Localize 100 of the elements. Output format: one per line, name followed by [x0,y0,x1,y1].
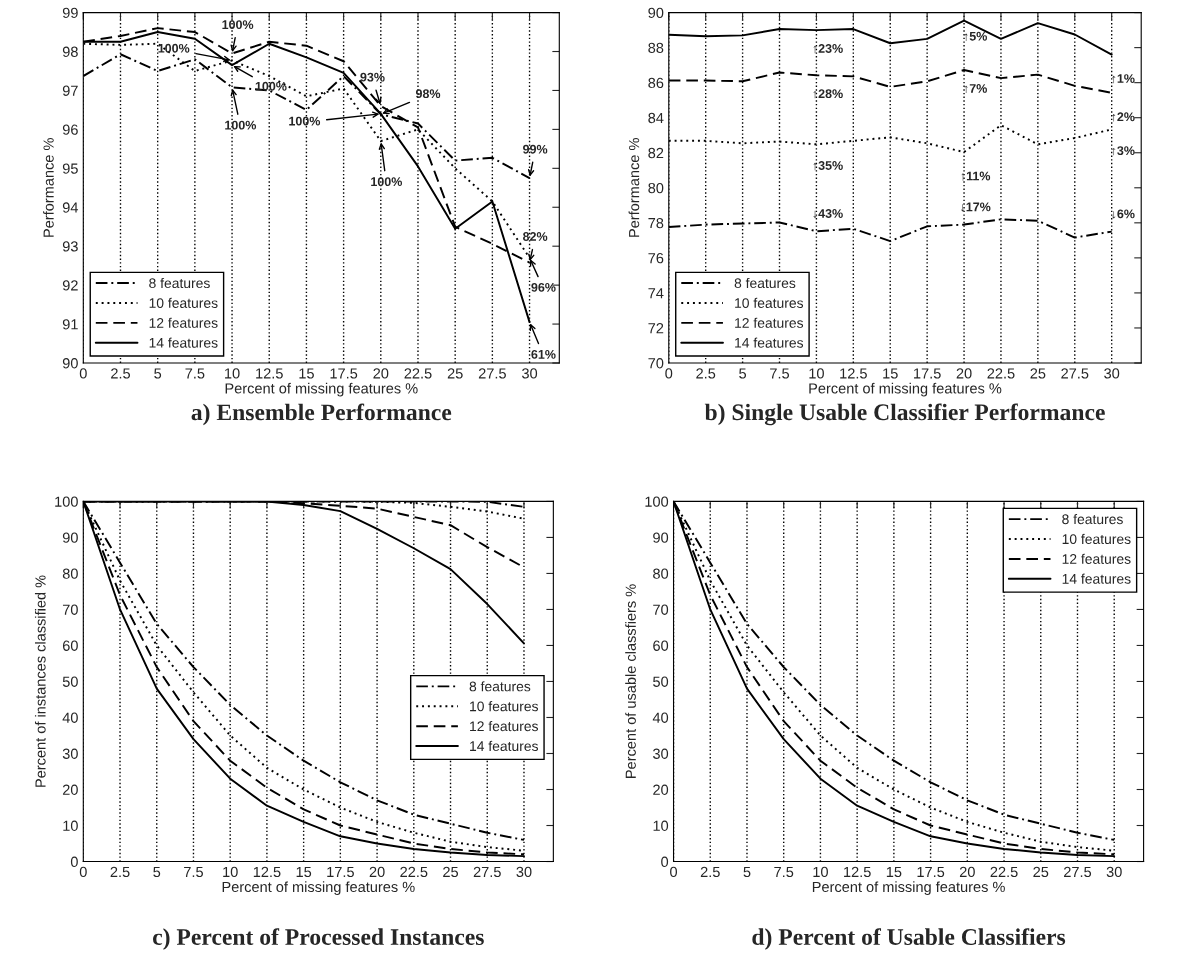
x-tick-label: 15 [886,866,902,878]
annotation: 100% [371,177,403,187]
y-tick-label: 60 [62,640,78,651]
x-tick-label: 27.5 [1061,368,1089,379]
annotation: ↓17% [961,202,991,212]
x-tick-label: 20 [956,368,972,379]
legend-label: 10 features [149,297,218,308]
y-tick-label: 80 [648,182,664,194]
x-tick-label: 15 [883,368,898,379]
legend-label: 14 features [1062,573,1131,584]
x-tick-label: 5 [743,866,751,878]
annotation: ↑23% [813,44,843,54]
legend-label: 8 features [1062,513,1123,525]
y-tick-label: 76 [648,252,664,264]
x-tick-label: 2.5 [110,866,130,878]
legend-label: 8 features [734,277,796,289]
y-tick-label: 78 [648,217,664,229]
x-tick-label: 27.5 [473,866,501,878]
annotation: ↑5% [964,31,987,41]
annotation: ↓6% [1112,209,1135,219]
y-tick-label: 72 [648,323,664,334]
text: a) Ensemble Performance [191,403,452,426]
y-tick-label: 84 [648,112,664,124]
y-tick-label: 30 [653,748,669,759]
y-tick-label: 99 [62,7,78,19]
annotation: ↑2% [1112,112,1135,122]
x-axis-title: Percent of missing features % [809,382,1002,397]
legend-label: 8 features [469,681,531,692]
legend-label: 12 features [1062,553,1131,564]
x-tick-label: 7.5 [770,368,790,379]
annotation: ↑7% [964,84,987,94]
x-tick-label: 30 [1106,866,1122,878]
x-tick-label: 25 [1033,866,1049,878]
x-tick-label: 17.5 [914,368,941,379]
x-tick-label: 10 [225,368,240,379]
y-tick-label: 0 [70,856,78,867]
annotation: 82% [522,232,548,241]
y-tick-label: 82 [648,147,664,159]
x-tick-label: 7.5 [185,368,205,379]
y-tick-label: 20 [653,784,669,795]
text: c) Percent of Processed Instances [153,928,484,950]
y-tick-label: 88 [648,42,664,54]
legend-label: 14 features [470,740,538,752]
y-tick-label: 86 [648,77,664,89]
annotation: ↑11% [961,171,991,181]
x-tick-label: 0 [670,866,678,878]
y-tick-label: 100 [645,496,669,507]
x-tick-label: 27.5 [1064,866,1092,878]
x-tick-label: 27.5 [478,368,506,379]
x-axis-title: Percent of missing features % [225,382,418,397]
x-tick-label: 20 [959,866,975,878]
x-tick-label: 5 [154,368,162,379]
annotation: 96% [531,282,556,292]
annotation: ↓43% [813,209,843,219]
legend-label: 10 features [470,701,538,712]
y-tick-label: 90 [648,7,664,19]
x-tick-label: 12.5 [256,368,283,379]
y-tick-label: 70 [653,604,669,615]
text: d) Percent of Usable Classifiers [752,928,1066,950]
annotation: ↑28% [813,89,843,99]
legend-label: 12 features [735,317,804,328]
y-tick-label: 70 [62,604,78,615]
x-tick-label: 12.5 [844,866,871,878]
x-tick-label: 25 [447,368,463,379]
legend-label: 12 features [470,720,538,732]
x-tick-label: 22.5 [987,368,1015,379]
y-tick-label: 92 [62,280,78,291]
y-tick-label: 74 [648,288,664,299]
y-tick-label: 96 [62,124,78,135]
x-tick-label: 15 [299,368,314,379]
y-tick-label: 60 [653,640,669,651]
x-tick-label: 5 [153,866,161,878]
x-tick-label: 17.5 [917,866,945,878]
y-tick-label: 80 [62,568,78,579]
y-tick-label: 90 [653,532,669,543]
x-tick-label: 20 [369,866,385,878]
legend-label: 10 features [1062,533,1131,545]
x-tick-label: 7.5 [774,866,794,878]
annotation: 100% [255,81,287,91]
x-tick-label: 5 [739,368,747,379]
y-tick-label: 10 [653,820,669,831]
y-tick-label: 98 [62,46,78,57]
legend-label: 8 features [149,277,210,289]
annotation: 61% [531,349,556,359]
x-tick-label: 22.5 [404,368,432,379]
x-tick-label: 2.5 [700,866,720,878]
y-axis-title: Percent of instances classified % [34,575,46,787]
y-axis-title: Percent of usable classfiers % [625,584,636,778]
x-tick-label: 10 [813,866,828,878]
x-tick-label: 2.5 [696,368,716,379]
x-tick-label: 22.5 [400,866,428,878]
x-tick-label: 30 [522,368,538,379]
x-tick-label: 30 [1104,368,1120,379]
x-tick-label: 17.5 [330,368,358,379]
legend-label: 12 features [149,317,218,328]
x-tick-label: 12.5 [253,866,281,878]
x-tick-label: 12.5 [840,368,867,379]
x-axis-title: Percent of missing features % [222,881,415,895]
x-tick-label: 7.5 [184,866,203,878]
y-tick-label: 20 [62,784,78,795]
